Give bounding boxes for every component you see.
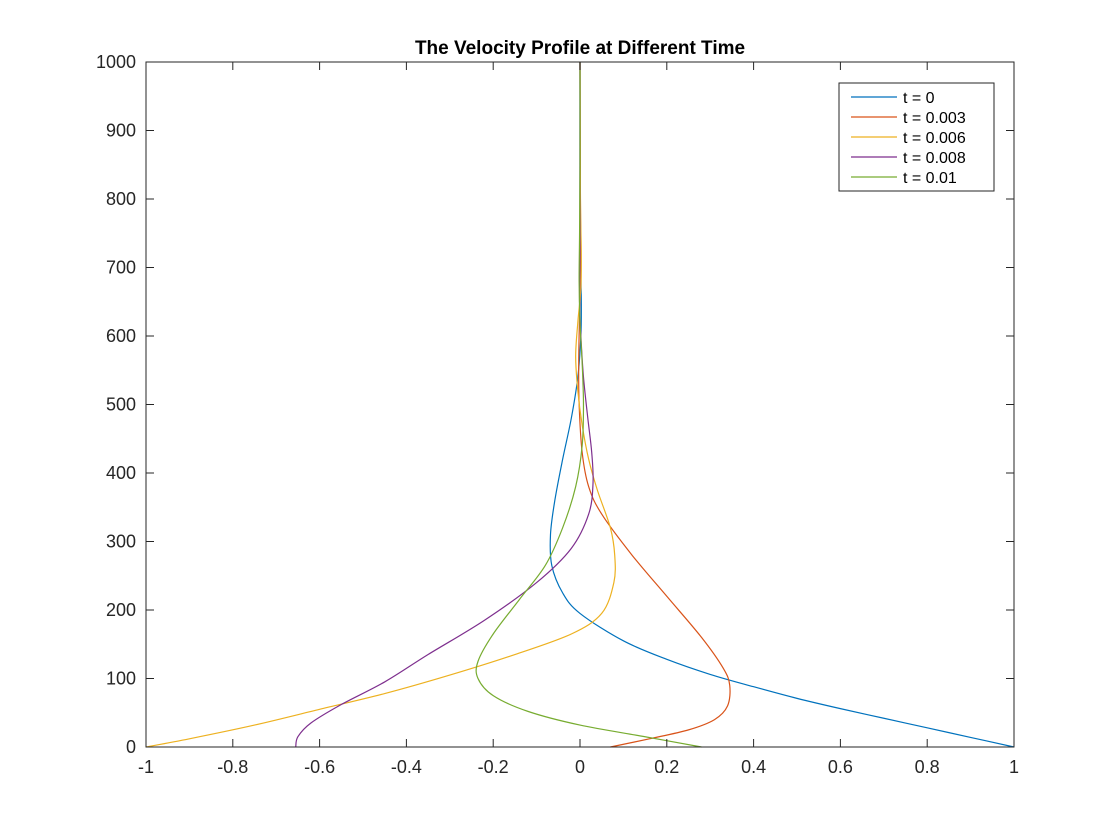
x-tick-label: -0.4 <box>391 757 422 777</box>
y-tick-label: 400 <box>106 463 136 483</box>
y-tick-label: 0 <box>126 737 136 757</box>
legend-label: t = 0 <box>903 90 935 107</box>
legend-label: t = 0.003 <box>903 110 966 127</box>
legend-label: t = 0.01 <box>903 170 957 187</box>
series-line-1 <box>549 61 1015 748</box>
y-tick-label: 100 <box>106 669 136 689</box>
x-tick-label: -0.6 <box>304 757 335 777</box>
x-tick-label: 0.4 <box>741 757 766 777</box>
y-tick-label: 200 <box>106 600 136 620</box>
legend-label: t = 0.008 <box>903 150 966 167</box>
y-tick-label: 700 <box>106 258 136 278</box>
x-tick-label: 0.6 <box>828 757 853 777</box>
x-tick-label: 0 <box>575 757 585 777</box>
series-layer <box>145 61 1015 748</box>
x-tick-label: -1 <box>138 757 154 777</box>
y-tick-label: 1000 <box>96 52 136 72</box>
x-tick-label: 0.8 <box>915 757 940 777</box>
y-axis: 0 100 200 300 400 500 600 700 800 900 1000 <box>96 52 1014 757</box>
x-tick-label: 1 <box>1009 757 1019 777</box>
series-line-3 <box>145 61 616 748</box>
y-tick-label: 800 <box>106 189 136 209</box>
x-tick-label: 0.2 <box>654 757 679 777</box>
chart-title: The Velocity Profile at Different Time <box>415 38 745 59</box>
legend: t = 0 t = 0.003 t = 0.006 t = 0.008 t = 0.01 <box>838 82 995 192</box>
y-tick-label: 500 <box>106 395 136 415</box>
legend-label: t = 0.006 <box>903 130 966 147</box>
x-tick-label: -0.8 <box>217 757 248 777</box>
series-line-5 <box>475 61 702 748</box>
x-axis: -1 -0.8 -0.6 -0.4 -0.2 0 0.2 0.4 0.6 0.8 1 <box>138 62 1019 777</box>
x-tick-label: -0.2 <box>478 757 509 777</box>
y-tick-label: 600 <box>106 326 136 346</box>
y-tick-label: 300 <box>106 532 136 552</box>
y-tick-label: 900 <box>106 121 136 141</box>
